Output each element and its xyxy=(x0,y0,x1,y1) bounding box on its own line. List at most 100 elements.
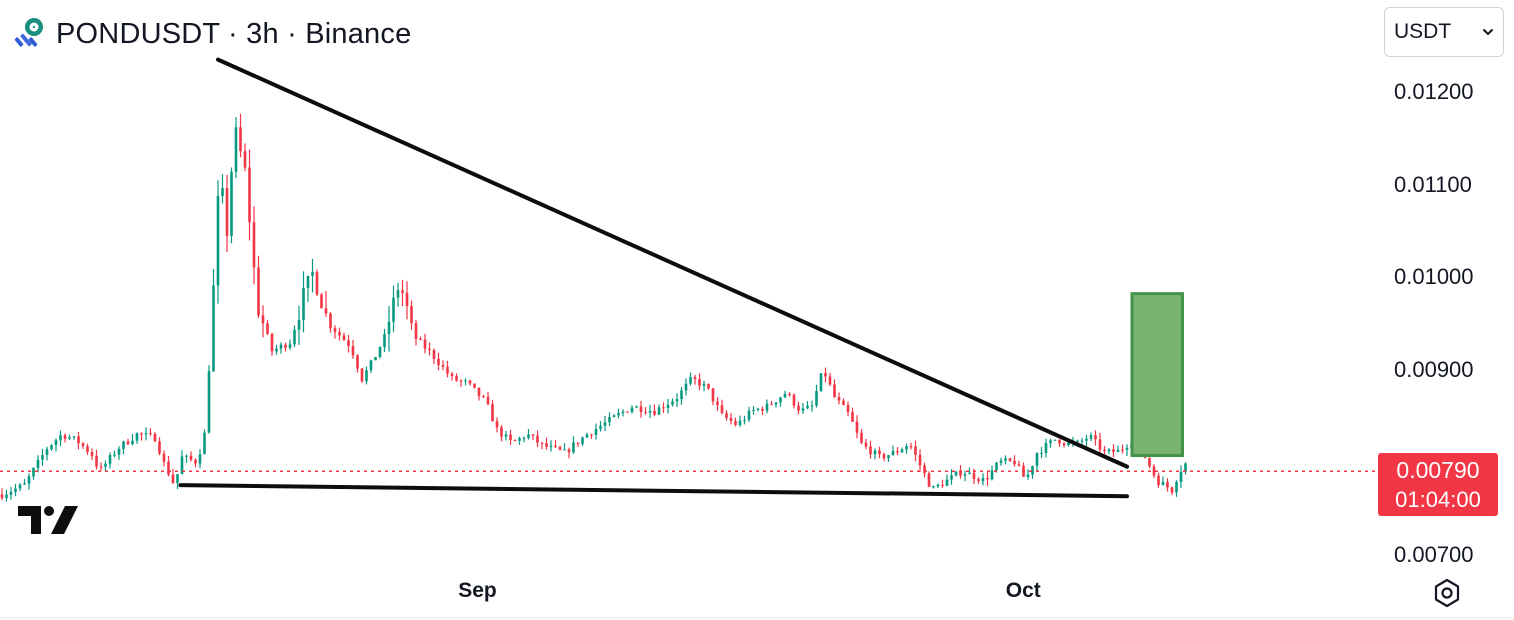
candle-body xyxy=(666,404,670,408)
candle-body xyxy=(464,380,467,382)
candle-body xyxy=(167,461,170,475)
candle-body xyxy=(1112,449,1115,453)
candle-body xyxy=(828,376,832,385)
candle-body xyxy=(216,195,220,286)
candle-body xyxy=(221,188,224,196)
support-trendline[interactable] xyxy=(178,483,1129,499)
candle-body xyxy=(513,440,517,442)
candle-body xyxy=(873,450,877,455)
candle-body xyxy=(630,407,634,413)
candle-body xyxy=(698,379,701,386)
candle-body xyxy=(837,396,841,401)
candle-body xyxy=(302,287,305,320)
candle-body xyxy=(1031,465,1034,475)
candle-body xyxy=(63,435,67,439)
candle-body xyxy=(1049,440,1052,444)
candle-body xyxy=(756,408,760,410)
candle-body xyxy=(738,420,742,425)
candle-body xyxy=(144,433,148,435)
candle-body xyxy=(662,407,665,409)
candle-body xyxy=(360,368,364,382)
candle-body xyxy=(1004,458,1007,461)
candle-body xyxy=(149,433,152,435)
tradingview-logo-icon[interactable] xyxy=(18,506,80,536)
candle-body xyxy=(1058,439,1061,444)
candle-body xyxy=(891,451,895,456)
candle-body xyxy=(180,456,184,475)
candle-body xyxy=(72,436,76,438)
candle-body xyxy=(54,440,58,446)
candle-body xyxy=(905,446,908,450)
currency-select[interactable]: USDT xyxy=(1384,7,1504,57)
candle-body xyxy=(1125,447,1129,450)
candle-body xyxy=(1107,449,1111,452)
candle-body xyxy=(86,446,89,453)
candle-body xyxy=(392,297,395,322)
candle-body xyxy=(198,454,202,464)
candle-body xyxy=(36,459,40,469)
candle-body xyxy=(833,384,836,397)
candle-body xyxy=(576,442,580,444)
target-box[interactable] xyxy=(1130,292,1184,458)
candle-body xyxy=(1040,452,1043,454)
candle-body xyxy=(1080,440,1084,442)
candle-body xyxy=(900,449,904,453)
candle-body xyxy=(540,442,544,444)
candles-group xyxy=(0,113,1187,502)
candle-body xyxy=(887,455,890,459)
candle-body xyxy=(959,471,962,476)
candle-body xyxy=(657,407,661,415)
candle-body xyxy=(585,434,589,438)
resistance-trendline[interactable] xyxy=(216,57,1129,469)
candle-body xyxy=(1013,460,1016,465)
candle-body xyxy=(621,411,625,414)
settings-gear-icon[interactable] xyxy=(1431,577,1463,609)
candle-body xyxy=(248,167,251,223)
candle-body xyxy=(347,340,350,347)
candle-body xyxy=(90,452,94,456)
candle-body xyxy=(9,491,13,495)
candle-body xyxy=(1170,487,1174,493)
candle-body xyxy=(410,306,413,324)
candle-body xyxy=(324,308,328,314)
candle-body xyxy=(747,410,751,420)
candle-body xyxy=(284,344,287,348)
candle-body xyxy=(950,475,953,480)
candle-body xyxy=(306,275,310,288)
candle-body xyxy=(716,401,719,406)
candle-body xyxy=(45,449,49,455)
candle-body xyxy=(675,399,679,402)
candle-body xyxy=(477,387,481,396)
candle-body xyxy=(1148,457,1151,467)
candle-body xyxy=(518,438,521,441)
candle-body xyxy=(68,437,71,439)
candle-body xyxy=(689,377,692,384)
candle-body xyxy=(329,313,332,329)
candle-body xyxy=(194,459,197,464)
candle-body xyxy=(117,448,121,455)
candle-body xyxy=(320,294,323,309)
candle-body xyxy=(495,421,499,428)
candle-body xyxy=(95,455,98,467)
candle-body xyxy=(995,462,998,471)
symbol-title[interactable]: PONDUSDT · 3h · Binance xyxy=(56,17,412,50)
candle-body xyxy=(266,323,269,334)
candle-body xyxy=(279,344,283,349)
candle-body xyxy=(0,494,4,499)
candle-body xyxy=(963,474,967,476)
currency-select-value: USDT xyxy=(1394,20,1452,43)
candle-body xyxy=(252,222,256,268)
candle-body xyxy=(810,405,814,407)
candle-body xyxy=(275,348,278,352)
candle-body xyxy=(23,483,26,485)
candle-body xyxy=(351,346,355,356)
candle-body xyxy=(563,449,566,451)
candle-body xyxy=(126,441,130,445)
candle-body xyxy=(855,421,859,433)
candle-body xyxy=(369,360,373,371)
candle-body xyxy=(212,285,215,372)
candle-body xyxy=(77,436,80,444)
candle-body xyxy=(158,441,161,454)
candle-body xyxy=(293,329,296,345)
